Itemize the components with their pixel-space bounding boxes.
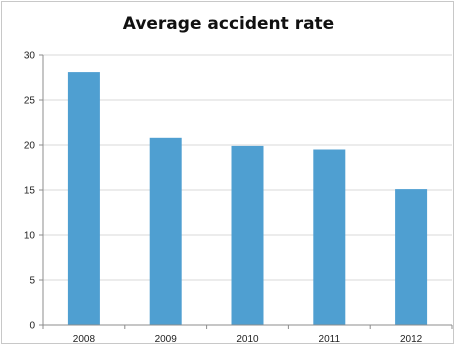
bars: [67, 72, 428, 325]
y-tick-label: 20: [24, 141, 36, 152]
x-tick-label: 2012: [400, 334, 423, 345]
x-tick-label: 2008: [73, 334, 96, 345]
axes: [39, 54, 453, 329]
bar-2009: [149, 137, 182, 325]
y-tick-label: 30: [24, 51, 36, 62]
chart-title: Average accident rate: [122, 14, 335, 34]
y-tick-labels: 0 5 10 15 20 25 30: [24, 51, 36, 332]
bar-2012: [395, 189, 428, 325]
y-tick-label: 25: [24, 96, 36, 107]
y-tick-label: 5: [29, 276, 35, 287]
bar-2011: [313, 149, 346, 325]
y-tick-label: 0: [29, 321, 35, 332]
x-tick-label: 2011: [319, 334, 341, 345]
x-tick-label: 2010: [236, 334, 259, 345]
bar-2010: [231, 145, 264, 325]
y-tick-label: 10: [24, 231, 36, 242]
x-tick-label: 2009: [155, 334, 178, 345]
y-tick-label: 15: [24, 186, 36, 197]
bar-2008: [67, 72, 100, 325]
x-tick-labels: 2008 2009 2010 2011 2012: [73, 334, 423, 345]
